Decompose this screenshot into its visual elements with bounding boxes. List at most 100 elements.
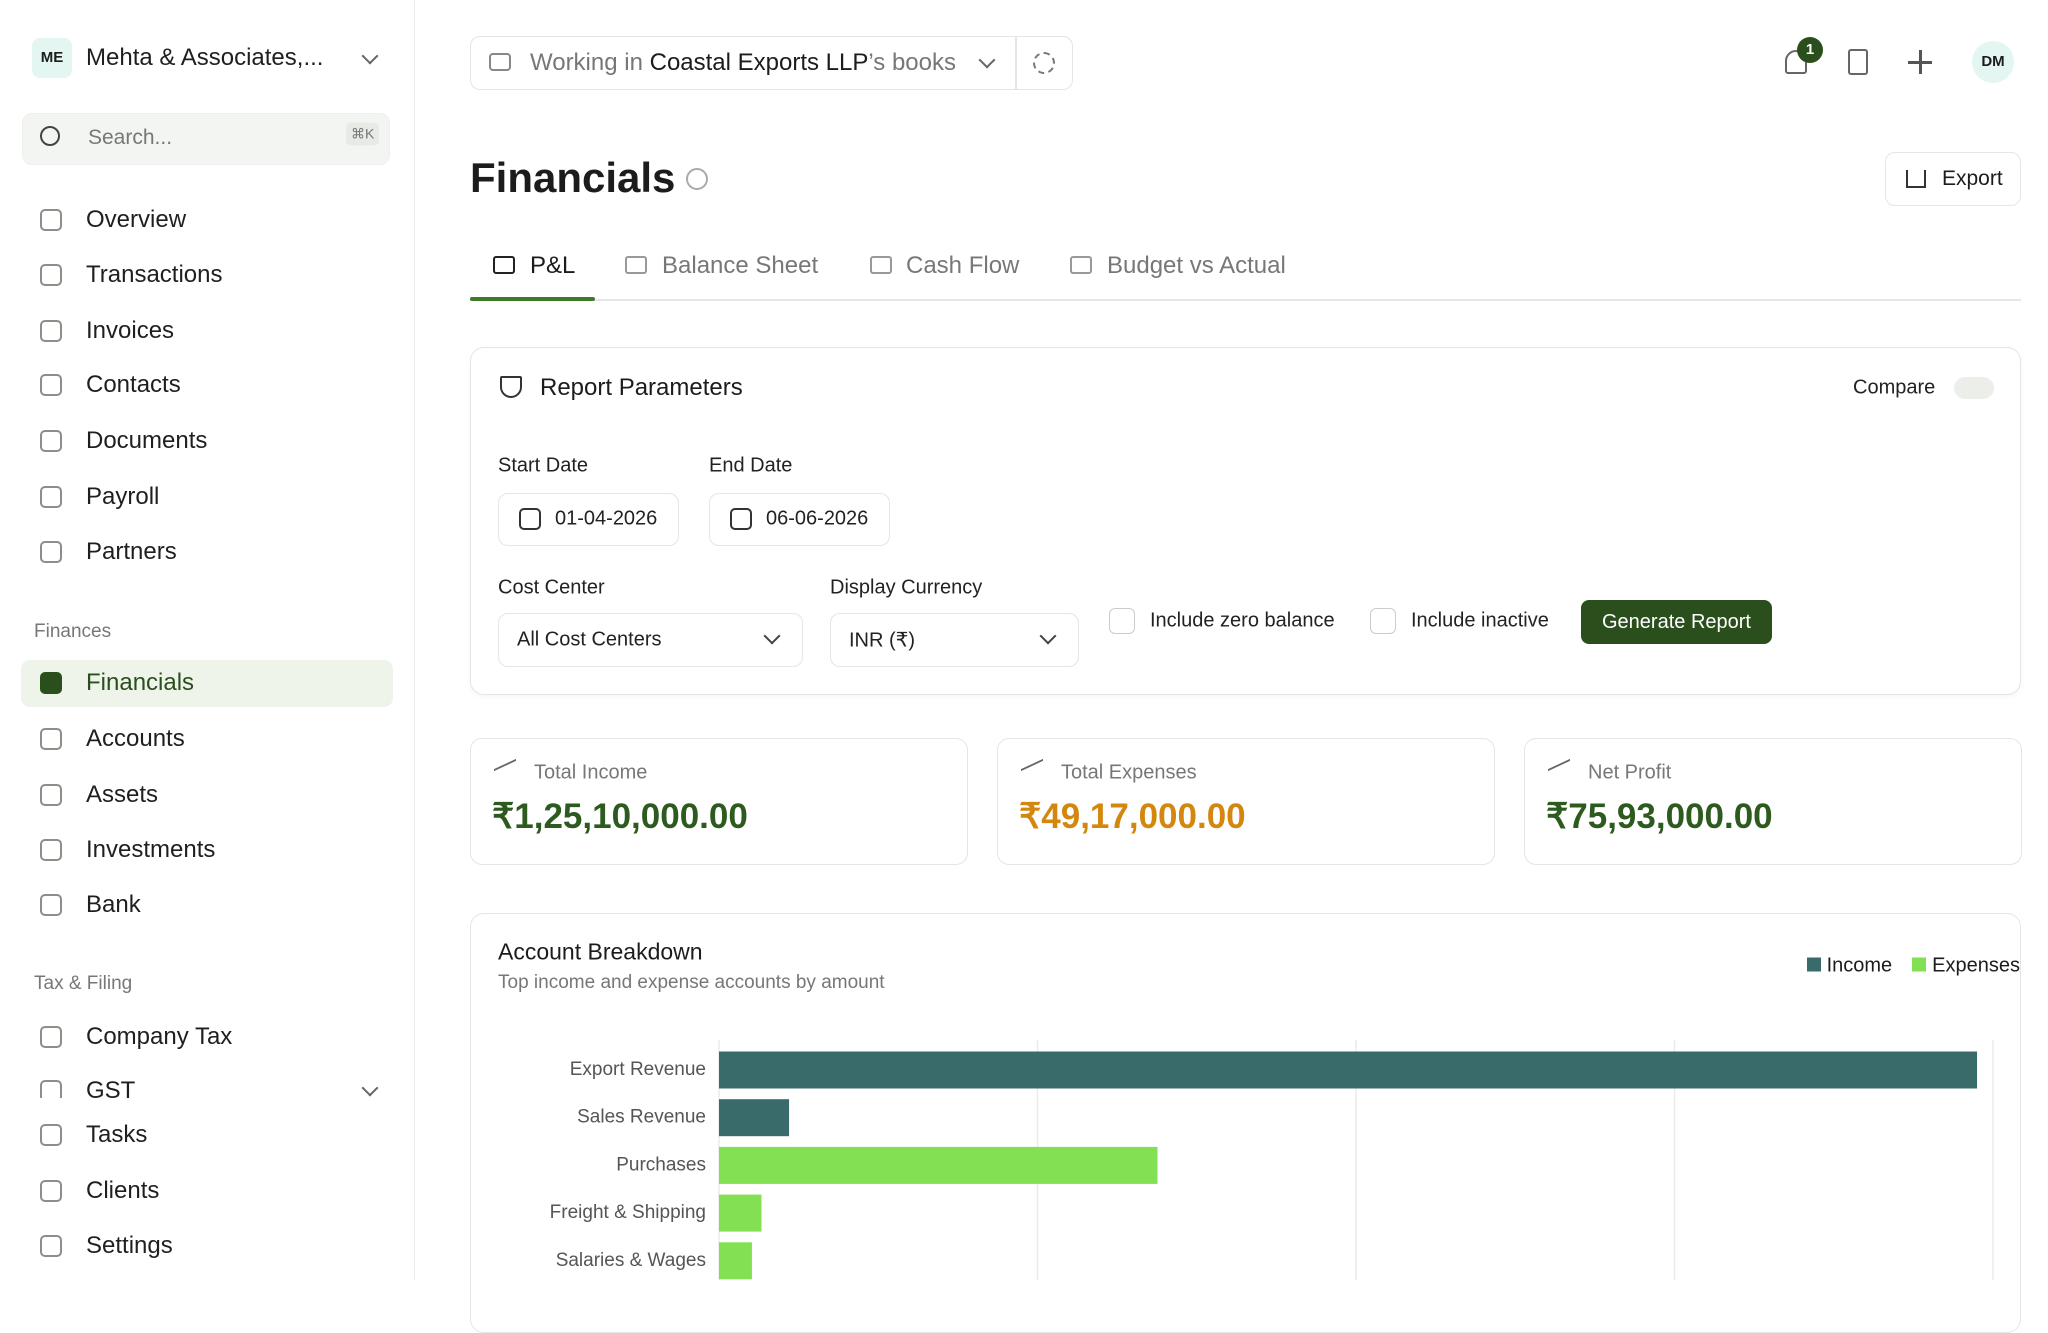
divider — [1015, 36, 1017, 90]
sidebar-fade — [0, 1098, 413, 1112]
nav-item[interactable]: Financials — [86, 669, 195, 696]
currency-label: Display Currency — [830, 576, 983, 599]
tab[interactable]: Balance Sheet — [662, 252, 819, 279]
y-tick-label: Freight & Shipping — [550, 1202, 706, 1223]
cost-center-select[interactable] — [498, 613, 803, 667]
page-title: Financials — [470, 154, 676, 201]
nav-icon — [40, 728, 62, 750]
y-tick-label: Sales Revenue — [577, 1107, 706, 1128]
legend: Income Expenses — [1806, 954, 2020, 978]
notification-badge: 1 — [1797, 37, 1823, 63]
include-zero-label[interactable]: Include zero balance — [1150, 609, 1335, 632]
search-shortcut: ⌘K — [346, 122, 380, 146]
calendar-icon — [730, 508, 752, 530]
nav-item[interactable]: Investments — [86, 836, 216, 863]
download-icon — [1906, 170, 1926, 188]
start-date-input[interactable] — [498, 493, 679, 546]
cost-center[interactable]: All Cost Centers — [517, 628, 662, 651]
context-suffix: ’s books — [868, 49, 956, 76]
nav-item[interactable]: Bank — [86, 891, 141, 918]
avatar[interactable]: DM — [1972, 41, 2014, 83]
section-title: Finances — [34, 621, 112, 642]
filter-icon — [500, 376, 522, 398]
parameters-title: Report Parameters — [540, 374, 743, 401]
nav-icon — [40, 839, 62, 861]
nav-item[interactable]: Tasks — [86, 1121, 148, 1148]
tab-icon — [870, 256, 892, 274]
briefcase-icon — [489, 53, 511, 71]
nav-item[interactable]: Settings — [86, 1232, 173, 1259]
search-box[interactable] — [22, 113, 390, 165]
inactive-checkbox[interactable] — [1370, 608, 1396, 634]
nav-icon — [40, 320, 62, 342]
context-prefix: Working in — [530, 49, 643, 76]
bar — [719, 1146, 1158, 1184]
nav-item[interactable]: Company Tax — [86, 1023, 233, 1050]
tab[interactable]: P&L — [530, 252, 576, 279]
summary-label: Total Income — [534, 761, 648, 784]
chart-subtitle: Top income and expense accounts by amoun… — [498, 972, 885, 993]
nav-item[interactable]: Invoices — [86, 317, 175, 344]
start-date[interactable]: 01-04-2026 — [555, 507, 658, 530]
summary-value: ₹75,93,000.00 — [1546, 797, 1773, 836]
context-switcher[interactable] — [470, 36, 1073, 90]
tab[interactable]: Budget vs Actual — [1107, 252, 1286, 279]
bar — [719, 1242, 752, 1280]
section-title: Tax & Filing — [34, 973, 133, 994]
nav-item[interactable]: Clients — [86, 1177, 160, 1204]
nav-icon — [40, 1124, 62, 1146]
nav-item[interactable]: Contacts — [86, 371, 181, 398]
summary-label: Total Expenses — [1061, 761, 1197, 784]
nav-icon — [40, 1026, 62, 1048]
generate-button[interactable]: Generate Report — [1581, 600, 1772, 644]
bar — [719, 1099, 790, 1137]
bar — [719, 1051, 1978, 1089]
legend-swatch — [1912, 957, 1927, 972]
nav-item[interactable]: Transactions — [86, 261, 223, 288]
nav-icon — [40, 486, 62, 508]
y-tick-label: Salaries & Wages — [556, 1250, 706, 1271]
nav-icon — [40, 264, 62, 286]
currency-select[interactable] — [830, 613, 1079, 667]
legend-label: Income — [1826, 954, 1893, 977]
nav-item[interactable]: Accounts — [86, 725, 185, 752]
end-date-input[interactable] — [709, 493, 890, 546]
currency[interactable]: INR (₹) — [849, 629, 916, 652]
search-icon — [40, 126, 60, 146]
chart-title: Account Breakdown — [498, 938, 703, 965]
nav-icon — [40, 894, 62, 916]
nav-item[interactable]: Partners — [86, 538, 177, 565]
compare-toggle[interactable] — [1954, 377, 1994, 399]
nav-item[interactable]: Payroll — [86, 483, 160, 510]
compare-label: Compare — [1853, 376, 1936, 399]
export-label[interactable]: Export — [1942, 167, 2003, 190]
settings-button[interactable] — [1033, 52, 1055, 74]
cost-center-label: Cost Center — [498, 576, 605, 599]
end-date[interactable]: 06-06-2026 — [766, 507, 869, 530]
nav-icon — [40, 430, 62, 452]
y-tick-label: Purchases — [616, 1154, 706, 1175]
tab-icon — [493, 256, 515, 274]
nav-item[interactable]: Assets — [86, 781, 159, 808]
tab-icon — [1070, 256, 1092, 274]
y-tick-label: Export Revenue — [570, 1059, 706, 1080]
active-nav-bg — [21, 660, 393, 707]
summary-card — [1524, 738, 2022, 865]
nav-item[interactable]: Overview — [86, 206, 187, 233]
zero-balance-checkbox[interactable] — [1109, 608, 1135, 634]
include-inactive-label[interactable]: Include inactive — [1411, 609, 1549, 632]
org-name[interactable]: Mehta & Associates,... — [86, 44, 324, 71]
summary-card — [997, 738, 1495, 865]
add-button-v[interactable] — [1919, 50, 1922, 74]
search-placeholder[interactable]: Search... — [88, 126, 173, 149]
company: Coastal Exports LLP — [649, 49, 869, 76]
nav-icon — [40, 672, 62, 694]
upload-button[interactable] — [1848, 49, 1868, 75]
nav-item[interactable]: Documents — [86, 427, 208, 454]
tab-underline — [470, 297, 595, 301]
org-badge: ME — [32, 38, 72, 78]
summary-card — [470, 738, 968, 865]
help-icon[interactable] — [686, 168, 708, 190]
tab[interactable]: Cash Flow — [906, 252, 1020, 279]
